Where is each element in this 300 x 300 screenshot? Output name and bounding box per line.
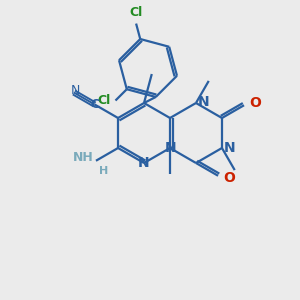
Text: O: O <box>223 171 235 185</box>
Text: N: N <box>165 141 177 155</box>
Text: N: N <box>224 141 236 155</box>
Text: Cl: Cl <box>130 6 143 19</box>
Text: NH: NH <box>73 151 94 164</box>
Text: C: C <box>90 98 99 111</box>
Text: O: O <box>249 96 261 110</box>
Text: N: N <box>71 84 81 97</box>
Text: N: N <box>138 156 150 170</box>
Text: N: N <box>198 95 210 109</box>
Text: H: H <box>99 166 109 176</box>
Text: Cl: Cl <box>97 94 110 107</box>
